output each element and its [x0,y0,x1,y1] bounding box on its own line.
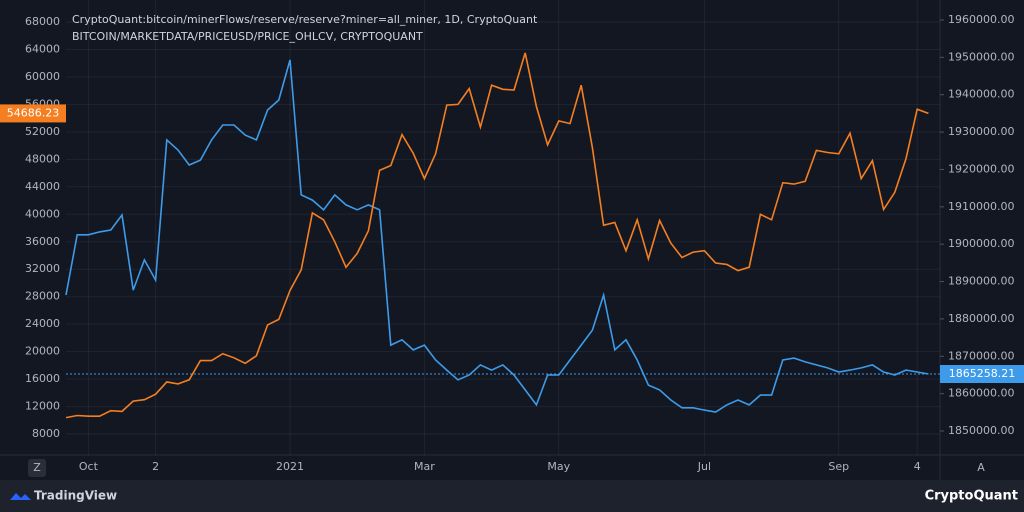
series-line [65,59,929,413]
footer-bar [0,480,1024,512]
y2-tick-label: 1940000.00 [948,88,1014,101]
y-tick-label: 52000 [25,125,60,138]
y-tick-label: 8000 [32,427,60,440]
y-tick-label: 60000 [25,70,60,83]
x-tick-label: Oct [79,460,99,473]
series-line [65,52,929,419]
tradingview-brand: TradingView [34,489,117,503]
y2-tick-label: 1850000.00 [948,424,1014,437]
y-tick-label: 48000 [25,152,60,165]
y-tick-label: 44000 [25,180,60,193]
y-tick-label: 28000 [25,290,60,303]
price-tag [940,364,1024,383]
y2-tick-label: 1900000.00 [948,237,1014,250]
x-tick-label: 4 [914,460,921,473]
price-tag [0,104,66,123]
y-tick-label: 68000 [25,15,60,28]
y-tick-label: 64000 [25,42,60,55]
auto-scale-button[interactable]: A [977,461,985,474]
y2-tick-label: 1920000.00 [948,162,1014,175]
tradingview-logo [10,493,31,500]
y2-tick-label: 1890000.00 [948,275,1014,288]
y-tick-label: 24000 [25,317,60,330]
y-tick-label: 20000 [25,345,60,358]
x-tick-label: 2021 [276,460,304,473]
x-tick-label: Mar [414,460,435,473]
scale-button[interactable] [28,459,46,477]
y-tick-label: 32000 [25,262,60,275]
y2-tick-label: 1960000.00 [948,13,1014,26]
series-legend: CryptoQuant:bitcoin/minerFlows/reserve/r… [72,13,538,26]
watermark: CryptoQuant [925,489,1018,504]
price-tag-label: 54686.23 [7,106,60,119]
y2-tick-label: 1930000.00 [948,125,1014,138]
y2-tick-label: 1910000.00 [948,200,1014,213]
x-tick-label: May [547,460,570,473]
x-tick-label: Sep [828,460,849,473]
y2-tick-label: 1950000.00 [948,50,1014,63]
x-tick-label: Jul [697,460,711,473]
scale-button-label[interactable]: Z [33,461,41,474]
x-tick-label: 2 [152,460,159,473]
y2-tick-label: 1860000.00 [948,387,1014,400]
series-legend: BITCOIN/MARKETDATA/PRICEUSD/PRICE_OHLCV,… [72,30,423,43]
y-tick-label: 16000 [25,372,60,385]
y2-tick-label: 1880000.00 [948,312,1014,325]
y2-tick-label: 1870000.00 [948,349,1014,362]
y-tick-label: 36000 [25,235,60,248]
y-tick-label: 12000 [25,400,60,413]
y-tick-label: 40000 [25,207,60,220]
price-tag-label: 1865258.21 [949,367,1015,380]
